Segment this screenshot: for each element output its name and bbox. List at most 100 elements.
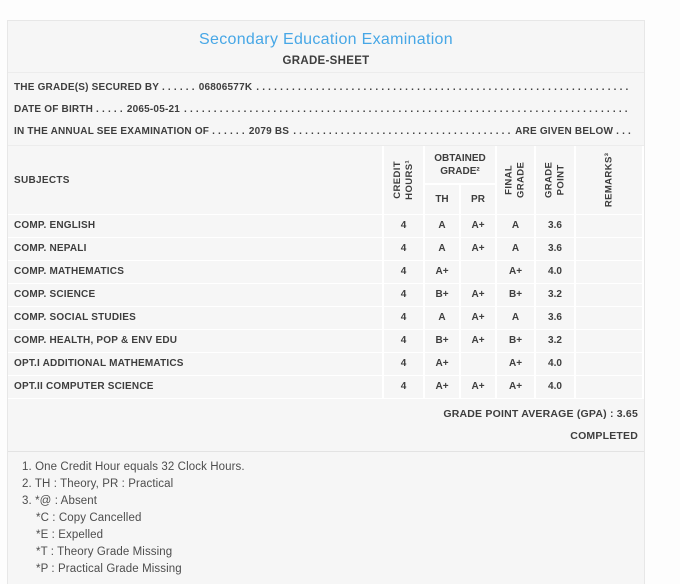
cell-subject: OPT.I ADDITIONAL MATHEMATICS: [8, 353, 384, 375]
cell-subject: COMP. ENGLISH: [8, 215, 384, 237]
cell-remarks: [576, 261, 644, 283]
cell-pr-grade: A+: [461, 376, 497, 398]
footnote-line: *C : Copy Cancelled: [36, 512, 142, 524]
document-subtitle: GRADE-SHEET: [282, 55, 370, 67]
cell-th-grade: A+: [425, 376, 461, 398]
table-row: COMP. HEALTH, POP & ENV EDU 4 B+ A+ B+ 3.2: [8, 330, 644, 353]
cell-final-grade: A: [497, 307, 536, 329]
footnote-line: 3. *@ : Absent: [22, 495, 98, 507]
footnote-line: *P : Practical Grade Missing: [36, 563, 182, 575]
column-header-th: TH: [425, 185, 461, 214]
dotted-filler: . . . . . . . . . . . . . . . . . . . . …: [293, 125, 511, 137]
cell-th-grade: A: [425, 215, 461, 237]
footnote-line: *E : Expelled: [36, 529, 104, 541]
cell-subject: OPT.II COMPUTER SCIENCE: [8, 376, 384, 398]
grades-table: SUBJECTS CREDIT HOURS¹ OBTAINED GRADE² T…: [8, 146, 644, 399]
table-header-row: SUBJECTS CREDIT HOURS¹ OBTAINED GRADE² T…: [8, 146, 644, 215]
cell-th-grade: A: [425, 238, 461, 260]
dotted-filler: . . . . . . . . . . . . . . . . . . . . …: [256, 81, 631, 93]
cell-remarks: [576, 330, 644, 352]
cell-credit-hours: 4: [384, 284, 425, 306]
cell-subject: COMP. HEALTH, POP & ENV EDU: [8, 330, 384, 352]
page-title: Secondary Education Examination: [199, 31, 453, 48]
footnote-line: 2. TH : Theory, PR : Practical: [22, 478, 174, 490]
cell-pr-grade: A+: [461, 238, 497, 260]
cell-th-grade: A+: [425, 353, 461, 375]
cell-grade-point: 3.6: [536, 307, 576, 329]
cell-grade-point: 4.0: [536, 353, 576, 375]
table-row: COMP. SOCIAL STUDIES 4 A A+ A 3.6: [8, 307, 644, 330]
cell-final-grade: A: [497, 215, 536, 237]
info-line: DATE OF BIRTH . . . . . 2065-05-21. . . .…: [14, 98, 631, 120]
candidate-info: THE GRADE(S) SECURED BY . . . . . . 06806…: [8, 73, 644, 146]
cell-pr-grade: A+: [461, 215, 497, 237]
table-row: COMP. MATHEMATICS 4 A+ A+ 4.0: [8, 261, 644, 284]
info-suffix: ARE GIVEN BELOW . . .: [515, 125, 631, 137]
table-row: COMP. NEPALI 4 A A+ A 3.6: [8, 238, 644, 261]
cell-pr-grade: [461, 353, 497, 375]
document-header: Secondary Education Examination GRADE-SH…: [8, 21, 644, 73]
cell-grade-point: 3.6: [536, 215, 576, 237]
info-label: DATE OF BIRTH . . . . .: [14, 103, 123, 115]
column-header-credit-hours: CREDIT HOURS¹: [384, 146, 425, 214]
cell-credit-hours: 4: [384, 261, 425, 283]
cell-subject: COMP. SOCIAL STUDIES: [8, 307, 384, 329]
cell-pr-grade: A+: [461, 307, 497, 329]
cell-subject: COMP. NEPALI: [8, 238, 384, 260]
footnote-line: *T : Theory Grade Missing: [36, 546, 173, 558]
cell-subject: COMP. MATHEMATICS: [8, 261, 384, 283]
cell-credit-hours: 4: [384, 215, 425, 237]
cell-pr-grade: A+: [461, 330, 497, 352]
cell-th-grade: B+: [425, 330, 461, 352]
cell-credit-hours: 4: [384, 376, 425, 398]
cell-final-grade: B+: [497, 284, 536, 306]
cell-grade-point: 3.2: [536, 330, 576, 352]
info-label: THE GRADE(S) SECURED BY . . . . . .: [14, 81, 195, 93]
cell-final-grade: A+: [497, 353, 536, 375]
cell-credit-hours: 4: [384, 330, 425, 352]
cell-credit-hours: 4: [384, 353, 425, 375]
cell-remarks: [576, 376, 644, 398]
footnote-line: 1. One Credit Hour equals 32 Clock Hours…: [22, 461, 245, 473]
info-line: IN THE ANNUAL SEE EXAMINATION OF . . . .…: [14, 120, 631, 142]
footnotes: 1. One Credit Hour equals 32 Clock Hours…: [8, 452, 644, 578]
cell-remarks: [576, 284, 644, 306]
table-row: OPT.I ADDITIONAL MATHEMATICS 4 A+ A+ 4.0: [8, 353, 644, 376]
dotted-filler: . . . . . . . . . . . . . . . . . . . . …: [184, 103, 631, 115]
cell-final-grade: A: [497, 238, 536, 260]
cell-final-grade: A+: [497, 261, 536, 283]
column-header-obtained-grade: OBTAINED GRADE² TH PR: [425, 146, 497, 214]
info-value: 06806577K: [198, 81, 253, 93]
cell-grade-point: 4.0: [536, 261, 576, 283]
column-header-remarks: REMARKS³: [576, 146, 644, 214]
cell-final-grade: A+: [497, 376, 536, 398]
cell-pr-grade: [461, 261, 497, 283]
cell-th-grade: A+: [425, 261, 461, 283]
cell-final-grade: B+: [497, 330, 536, 352]
info-value: 2065-05-21: [126, 103, 181, 115]
grade-sheet-document: Secondary Education Examination GRADE-SH…: [7, 20, 645, 584]
gpa-line: GRADE POINT AVERAGE (GPA) : 3.65: [443, 408, 638, 421]
column-header-pr: PR: [471, 194, 485, 205]
summary-section: GRADE POINT AVERAGE (GPA) : 3.65 COMPLET…: [8, 399, 644, 452]
cell-th-grade: A: [425, 307, 461, 329]
cell-grade-point: 3.6: [536, 238, 576, 260]
column-header-grade-point: GRADE POINT: [536, 146, 576, 214]
cell-grade-point: 3.2: [536, 284, 576, 306]
cell-pr-grade: A+: [461, 284, 497, 306]
result-status: COMPLETED: [570, 429, 638, 442]
cell-remarks: [576, 238, 644, 260]
column-header-subjects: SUBJECTS: [8, 146, 384, 214]
cell-subject: COMP. SCIENCE: [8, 284, 384, 306]
cell-remarks: [576, 307, 644, 329]
cell-remarks: [576, 215, 644, 237]
table-row: COMP. SCIENCE 4 B+ A+ B+ 3.2: [8, 284, 644, 307]
info-label: IN THE ANNUAL SEE EXAMINATION OF . . . .…: [14, 125, 245, 137]
cell-credit-hours: 4: [384, 307, 425, 329]
column-header-final-grade: FINAL GRADE: [497, 146, 536, 214]
cell-grade-point: 4.0: [536, 376, 576, 398]
cell-remarks: [576, 353, 644, 375]
cell-credit-hours: 4: [384, 238, 425, 260]
table-body: COMP. ENGLISH 4 A A+ A 3.6 COMP. NEPALI 4 A A+ A 3.…: [8, 215, 644, 399]
info-value: 2079 BS: [248, 125, 290, 137]
